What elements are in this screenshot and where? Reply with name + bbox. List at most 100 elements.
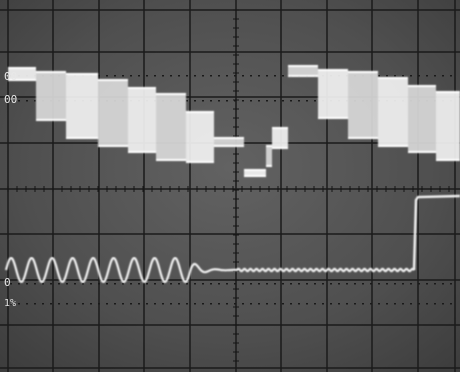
reference-dot [162, 303, 164, 305]
reference-dot [106, 283, 108, 285]
reference-dot [282, 100, 284, 102]
reference-dot [362, 303, 364, 305]
reference-dot [346, 283, 348, 285]
reference-dot [250, 75, 252, 77]
reference-dot [298, 303, 300, 305]
reference-dot [386, 75, 388, 77]
reference-dot [410, 303, 412, 305]
reference-dot [402, 283, 404, 285]
reference-dot [378, 303, 380, 305]
reference-dot [114, 283, 116, 285]
trace-step-band [348, 72, 378, 138]
reference-dot [90, 283, 92, 285]
reference-dot [162, 75, 164, 77]
reference-dot [114, 75, 116, 77]
reference-dot [18, 100, 20, 102]
reference-dot [242, 303, 244, 305]
reference-dot [258, 75, 260, 77]
reference-dot [450, 303, 452, 305]
reference-dot [274, 283, 276, 285]
trace-step-band [318, 70, 348, 118]
reference-dot [338, 303, 340, 305]
reference-dot [394, 283, 396, 285]
reference-dot [202, 75, 204, 77]
trace-step-band [66, 74, 98, 138]
reference-dot [138, 283, 140, 285]
reference-dot [154, 303, 156, 305]
reference-dot [258, 283, 260, 285]
reference-dot [18, 283, 20, 285]
reference-dot [426, 75, 428, 77]
reference-dot [98, 283, 100, 285]
reference-dot [314, 303, 316, 305]
trace-step-band [156, 94, 186, 160]
reference-dot [74, 303, 76, 305]
graticule-ticks [7, 9, 450, 362]
reference-dot [82, 303, 84, 305]
reference-dot [282, 283, 284, 285]
reference-dot [330, 303, 332, 305]
reference-dot [266, 283, 268, 285]
edge-label-top: 00 [4, 70, 17, 83]
reference-dot [442, 283, 444, 285]
reference-dot [322, 303, 324, 305]
reference-dot [234, 100, 236, 102]
reference-dot [450, 75, 452, 77]
reference-dot [194, 303, 196, 305]
reference-dot [34, 303, 36, 305]
reference-dot [42, 303, 44, 305]
reference-dot [242, 100, 244, 102]
reference-dot [258, 100, 260, 102]
reference-dot [98, 75, 100, 77]
edge-label-upper: 00 [4, 93, 17, 106]
reference-dot [274, 100, 276, 102]
reference-dot [178, 283, 180, 285]
trace-step-band [214, 138, 244, 146]
reference-dot [242, 75, 244, 77]
trace-step-band [244, 170, 266, 176]
reference-dot [74, 283, 76, 285]
reference-dot [402, 303, 404, 305]
reference-dot [50, 303, 52, 305]
trace-step-band [98, 80, 128, 146]
reference-dot [226, 100, 228, 102]
reference-dot [50, 283, 52, 285]
reference-dot [306, 100, 308, 102]
reference-dot [290, 100, 292, 102]
reference-dot [130, 283, 132, 285]
reference-dot [162, 283, 164, 285]
reference-dot [122, 75, 124, 77]
reference-dot [66, 303, 68, 305]
lower-right-step-trace [412, 194, 460, 271]
reference-dot [82, 283, 84, 285]
reference-dot [26, 303, 28, 305]
reference-dot [250, 100, 252, 102]
reference-dot [234, 283, 236, 285]
reference-dot [290, 303, 292, 305]
reference-dot [386, 283, 388, 285]
reference-dot [354, 283, 356, 285]
reference-dot [42, 283, 44, 285]
reference-dot [146, 75, 148, 77]
reference-dot [378, 75, 380, 77]
reference-dot [330, 283, 332, 285]
reference-dot [154, 283, 156, 285]
reference-dot [394, 75, 396, 77]
reference-dot [106, 75, 108, 77]
trace-step-band [408, 86, 436, 152]
reference-dot [234, 75, 236, 77]
reference-dot [354, 303, 356, 305]
reference-dot [146, 283, 148, 285]
reference-dot [18, 303, 20, 305]
trace-step-band [288, 66, 318, 76]
reference-dot [202, 283, 204, 285]
reference-dot [26, 283, 28, 285]
trace-step-band [266, 146, 272, 166]
reference-dot [194, 100, 196, 102]
reference-dot [210, 283, 212, 285]
reference-dot [274, 75, 276, 77]
upper-stepped-trace [8, 65, 460, 177]
reference-dot [138, 303, 140, 305]
reference-dot [282, 303, 284, 305]
